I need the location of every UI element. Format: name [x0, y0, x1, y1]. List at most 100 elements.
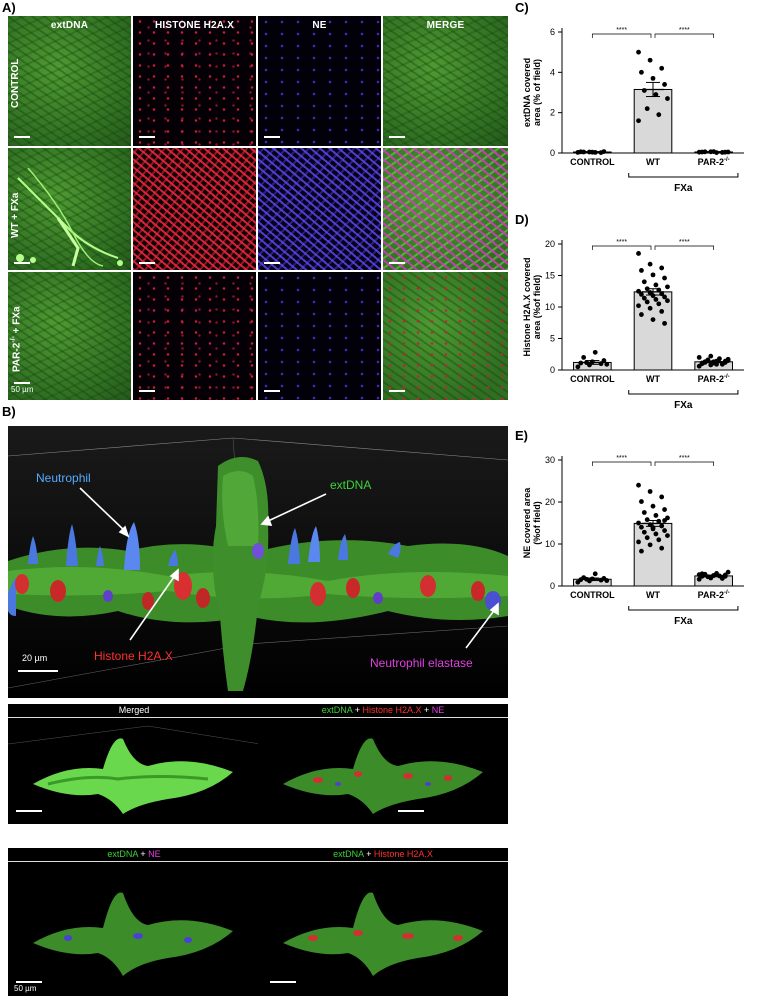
group-bracket: [628, 390, 739, 395]
y-tick-label: 10: [545, 539, 555, 549]
significance-stars: ****: [616, 27, 627, 34]
scale-bar: [14, 382, 30, 384]
data-point: [592, 571, 598, 577]
y-axis-label-line: NE covered area: [522, 487, 532, 559]
panel-b-3d-render: Neutrophil extDNA Histone H2A.X Neutroph…: [8, 426, 508, 698]
data-point: [650, 317, 656, 322]
data-point: [659, 265, 665, 271]
micrograph-par2-histone: [133, 272, 256, 400]
data-point: [601, 358, 607, 363]
group-label: FXa: [674, 400, 693, 411]
scale-bar: [264, 136, 280, 138]
data-point: [653, 282, 659, 288]
title-plus: +: [363, 849, 374, 859]
y-tick-label: 20: [545, 497, 555, 507]
group-bracket: [628, 173, 739, 178]
data-point: [636, 303, 641, 309]
data-point: [647, 261, 653, 267]
data-point: [639, 548, 644, 554]
scale-bar: [139, 390, 155, 392]
data-point: [656, 112, 662, 118]
x-tick-label: WT: [646, 374, 660, 384]
data-point: [604, 361, 610, 367]
significance-bracket: [591, 33, 652, 38]
extdna-strands: [16, 167, 123, 267]
y-tick-label: 2: [550, 108, 555, 118]
data-point: [592, 349, 598, 355]
y-tick-label: 6: [550, 27, 555, 37]
label-histone: Histone H2A.X: [94, 649, 173, 663]
panel-letter-b: B): [2, 404, 16, 419]
column-label-extdna: extDNA: [50, 20, 89, 31]
data-point: [662, 82, 667, 87]
panel-letter-e: E): [515, 428, 528, 443]
y-axis-label-line: area (%of field): [532, 275, 542, 340]
y-axis-label-line: Histone H2A.X covered: [522, 257, 532, 356]
data-point: [725, 149, 731, 155]
data-point: [725, 569, 731, 575]
data-point: [647, 57, 653, 63]
scale-bar: [389, 390, 405, 392]
row-label-par2-superscript: -/-: [10, 336, 17, 343]
micrograph-control-ne: NE: [258, 16, 381, 146]
data-point: [696, 355, 702, 360]
micrograph-control-histone: HISTONE H2A.X: [133, 16, 256, 146]
data-point: [650, 272, 656, 278]
data-point: [653, 531, 659, 537]
chart-c-extdna: 0 2 4 6 extDNA coveredarea (% of field) CONTR…: [522, 27, 744, 194]
significance-bracket: [591, 245, 652, 250]
micrograph-control-extdna: extDNA CONTROL: [8, 16, 131, 146]
scale-bar: [264, 262, 280, 264]
micrograph-par2-ne: [258, 272, 381, 400]
render-all-shape: [283, 738, 483, 814]
title-extdna: extDNA: [107, 849, 138, 859]
scale-bar: [389, 136, 405, 138]
data-point: [647, 489, 653, 494]
micrograph-control-merge: MERGE: [383, 16, 508, 146]
scale-bar: [14, 136, 30, 138]
data-point: [653, 92, 659, 97]
panel-a-micrograph-grid: extDNA CONTROL HISTONE H2A.X NE MERGE WT…: [8, 16, 508, 400]
micrograph-wt-merge: [383, 148, 508, 270]
data-point: [659, 309, 665, 314]
render-merged-shape: [8, 725, 260, 814]
data-point: [659, 545, 665, 551]
significance-stars: ****: [616, 455, 627, 462]
data-point: [636, 520, 641, 526]
data-point: [639, 268, 644, 273]
x-tick-label-superscript: -/-: [724, 590, 730, 596]
y-tick-label: 0: [550, 148, 555, 158]
group-bracket: [628, 606, 739, 611]
group-label: FXa: [674, 616, 693, 627]
row-label-par2-text: PAR-2: [11, 342, 23, 372]
significance-bracket: [591, 461, 652, 466]
label-neutrophil-elastase: Neutrophil elastase: [370, 656, 473, 670]
x-tick-label: CONTROL: [570, 590, 615, 600]
data-point: [641, 279, 647, 285]
data-point: [725, 356, 731, 362]
title-plus: +: [421, 705, 432, 715]
data-point: [636, 539, 641, 545]
significance-bracket: [654, 33, 715, 38]
y-tick-label: 20: [545, 239, 555, 249]
render-extdna-ne: extDNA + NE 50 µm: [8, 848, 260, 996]
scale-bar: [264, 390, 280, 392]
data-point: [665, 284, 670, 290]
data-point: [717, 356, 722, 362]
data-point: [650, 75, 656, 81]
chart-e-ne: 0 10 20 30 NE covered area(%of field) CONTROL…: [522, 455, 744, 627]
label-neutrophil: Neutrophil: [36, 471, 91, 485]
data-point: [659, 291, 665, 297]
y-tick-label: 0: [550, 365, 555, 375]
data-point: [641, 88, 647, 93]
render-extdna-ne-shape: [16, 892, 233, 983]
data-point: [639, 69, 644, 75]
render-3d-scene: [8, 426, 508, 698]
x-tick-label: CONTROL: [570, 374, 615, 384]
scale-bar: [139, 262, 155, 264]
y-tick-label: 4: [550, 67, 555, 77]
subpanel-title-extdna-histone: extDNA + Histone H2A.X: [258, 848, 508, 862]
data-point: [662, 320, 667, 326]
column-label-merge: MERGE: [426, 20, 465, 31]
